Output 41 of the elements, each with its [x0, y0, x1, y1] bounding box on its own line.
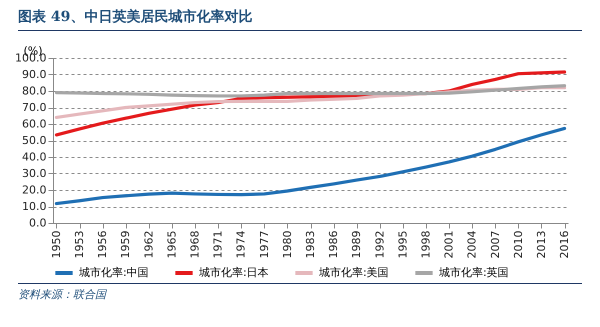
legend-label: 城市化率:英国	[438, 266, 509, 279]
y-tick-label: 70.0	[22, 101, 46, 114]
y-tick-label: 20.0	[22, 184, 46, 196]
x-tick-label: 1950	[50, 230, 63, 258]
x-tick-label: 2010	[512, 230, 525, 258]
x-tick-label: 1956	[96, 230, 110, 258]
y-tick-label: 0.0	[29, 216, 46, 230]
x-tick-label: 1980	[280, 230, 294, 258]
x-tick-label: 2016	[558, 230, 572, 258]
legend-label: 城市化率:中国	[78, 266, 149, 279]
y-tick-label: 50.0	[22, 134, 46, 147]
x-tick-label: 1971	[212, 230, 225, 258]
y-tick-label: 30.0	[22, 167, 46, 180]
x-tick-label: 2001	[442, 230, 456, 258]
x-tick-label: 1989	[350, 230, 364, 258]
line-series	[54, 126, 566, 206]
x-tick-label: 1977	[258, 230, 271, 258]
x-tick-label: 1962	[142, 230, 156, 258]
x-tick-label: 1953	[73, 230, 86, 258]
x-tick-label: 2007	[488, 230, 502, 258]
y-tick-label: 40.0	[22, 150, 46, 164]
x-tick-label: 1968	[188, 230, 202, 258]
x-tick-label: 1992	[373, 230, 386, 258]
x-tick-label: 1965	[165, 230, 178, 258]
line-series	[54, 84, 566, 98]
x-tick-label: 1959	[119, 230, 132, 258]
text: 资料来源：联合国	[18, 283, 582, 302]
chart-title: 图表 49、中日英美居民城市化率对比	[18, 8, 582, 31]
legend-label: 城市化率:日本	[198, 266, 269, 279]
y-tick-label: 90.0	[22, 68, 46, 81]
x-tick-label: 1986	[327, 230, 340, 258]
x-tick-label: 1983	[304, 230, 317, 258]
y-tick-label: 60.0	[22, 118, 46, 130]
y-tick-label: 80.0	[22, 84, 46, 98]
y-tick-label: 10.0	[22, 200, 46, 213]
x-tick-label: 2013	[534, 230, 548, 258]
x-tick-label: 1995	[396, 230, 410, 258]
x-tick-label: 2004	[466, 230, 479, 258]
x-tick-label: 1974	[234, 230, 248, 258]
x-tick-label: 1998	[419, 230, 432, 258]
legend-label: 城市化率:美国	[318, 266, 389, 279]
